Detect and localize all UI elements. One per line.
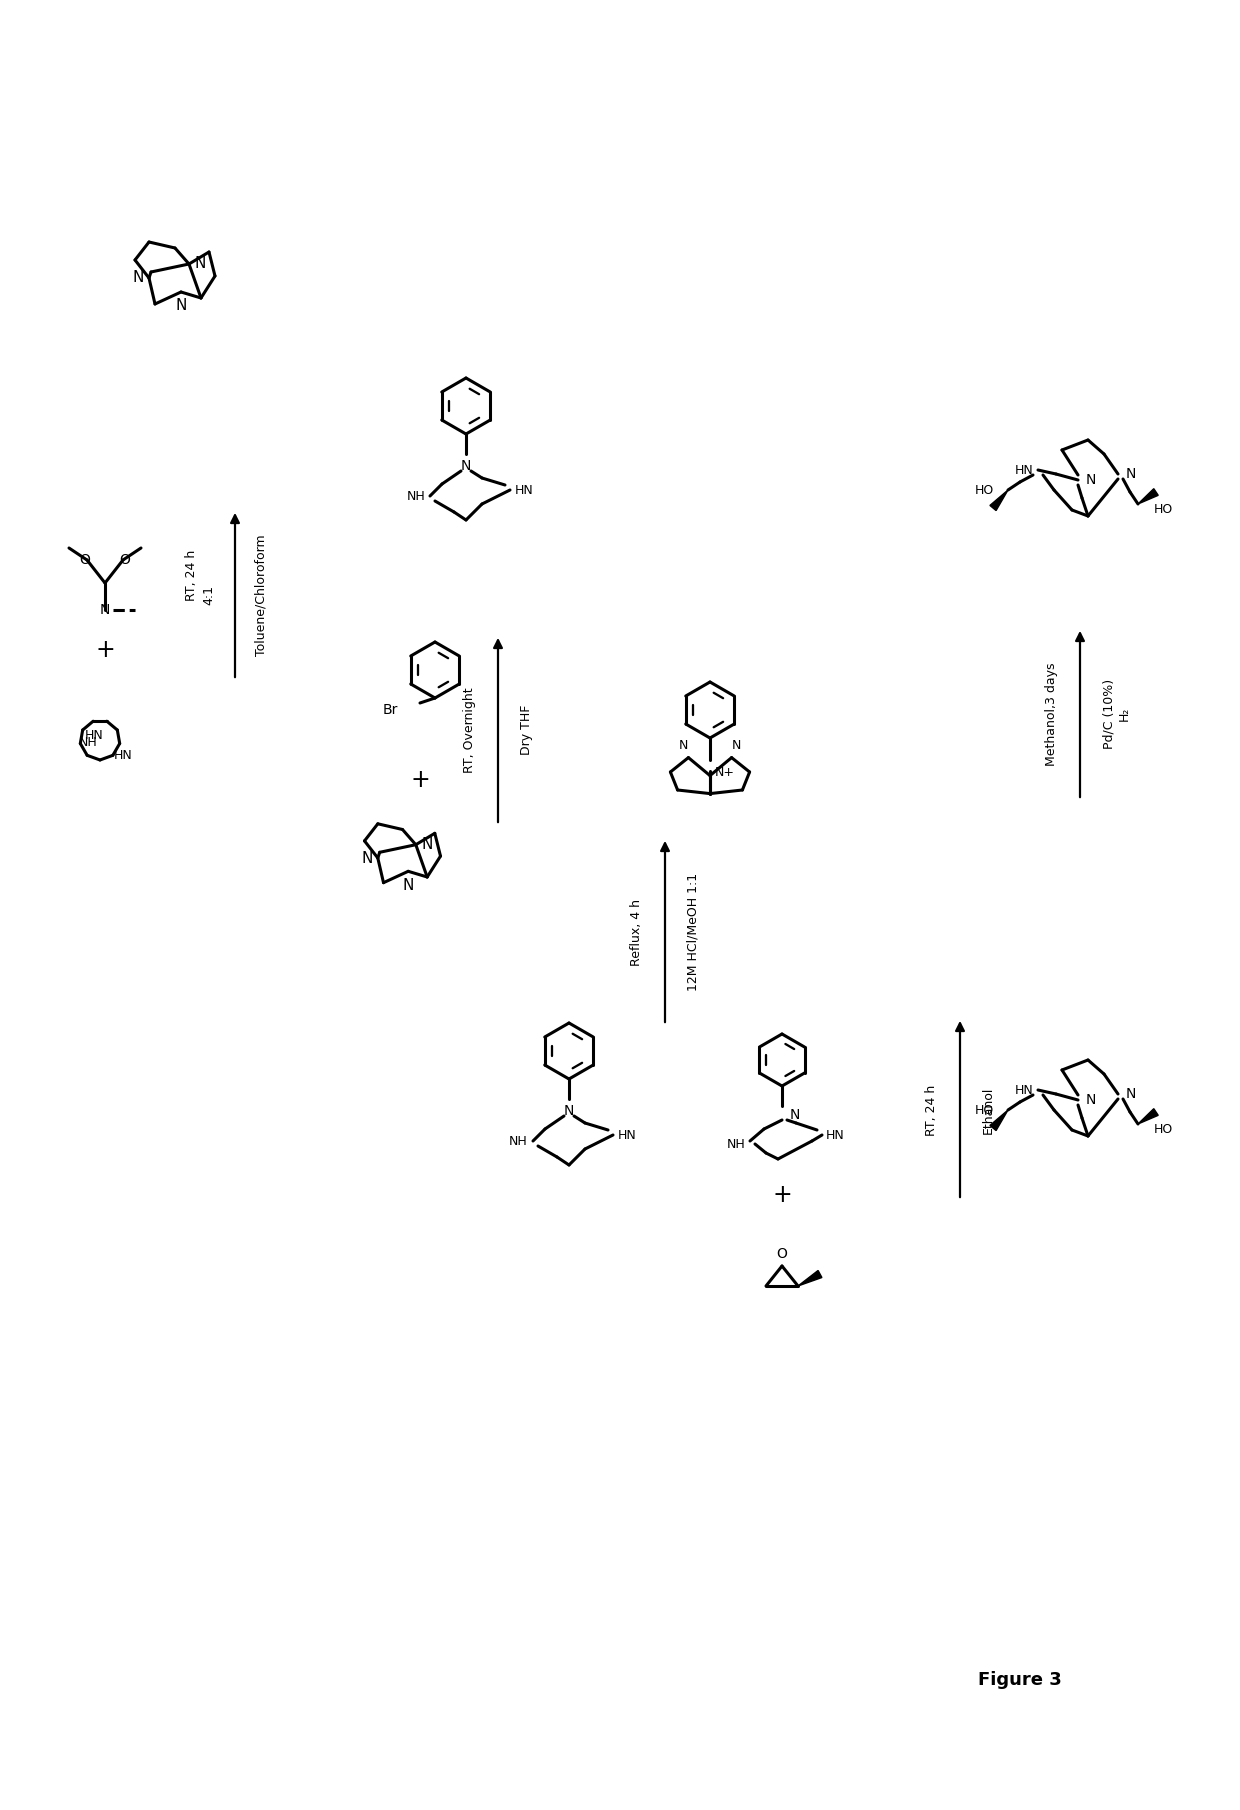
Text: NH: NH bbox=[78, 735, 97, 749]
Text: 12M HCl/MeOH 1:1: 12M HCl/MeOH 1:1 bbox=[687, 872, 701, 992]
Text: NH: NH bbox=[727, 1137, 746, 1151]
Text: N: N bbox=[790, 1108, 800, 1122]
Text: +: + bbox=[95, 637, 115, 662]
Text: O: O bbox=[119, 554, 130, 567]
Text: NH: NH bbox=[510, 1135, 528, 1148]
Text: N: N bbox=[361, 851, 372, 865]
Polygon shape bbox=[990, 491, 1008, 510]
Text: HN: HN bbox=[1014, 463, 1033, 476]
Polygon shape bbox=[1138, 1110, 1158, 1124]
Text: N: N bbox=[1126, 1088, 1136, 1100]
Text: N: N bbox=[1086, 472, 1096, 487]
Text: N+: N+ bbox=[715, 766, 735, 778]
Text: HN: HN bbox=[1014, 1084, 1033, 1097]
Text: N: N bbox=[1086, 1093, 1096, 1108]
Text: Methanol,3 days: Methanol,3 days bbox=[1045, 662, 1058, 766]
Text: +: + bbox=[410, 767, 430, 793]
Text: HN: HN bbox=[114, 749, 133, 762]
Text: HO: HO bbox=[975, 483, 994, 496]
Text: HO: HO bbox=[975, 1104, 994, 1117]
Text: HN: HN bbox=[826, 1128, 844, 1142]
Text: NH: NH bbox=[407, 489, 425, 503]
Text: Pd/C (10%): Pd/C (10%) bbox=[1102, 679, 1115, 749]
Text: N: N bbox=[1126, 467, 1136, 481]
Text: N: N bbox=[461, 460, 471, 472]
Text: O: O bbox=[776, 1247, 787, 1262]
Text: Reflux, 4 h: Reflux, 4 h bbox=[630, 898, 644, 965]
Text: N: N bbox=[422, 838, 433, 853]
Text: RT, Overnight: RT, Overnight bbox=[463, 688, 476, 773]
Text: Ethanol: Ethanol bbox=[982, 1086, 994, 1133]
Text: N: N bbox=[175, 299, 187, 313]
Text: N: N bbox=[99, 603, 110, 617]
Text: H₂: H₂ bbox=[1118, 708, 1131, 720]
Text: O: O bbox=[79, 554, 91, 567]
Polygon shape bbox=[799, 1271, 822, 1285]
Text: HO: HO bbox=[1154, 503, 1173, 516]
Text: N: N bbox=[403, 878, 414, 892]
Text: 4:1: 4:1 bbox=[202, 585, 215, 605]
Text: Br: Br bbox=[383, 702, 398, 717]
Text: N: N bbox=[564, 1104, 574, 1119]
Text: HO: HO bbox=[1154, 1122, 1173, 1135]
Text: HN: HN bbox=[618, 1128, 637, 1142]
Polygon shape bbox=[1138, 489, 1158, 503]
Text: HN: HN bbox=[515, 483, 533, 496]
Text: HN: HN bbox=[84, 728, 103, 742]
Text: N: N bbox=[195, 257, 206, 272]
Text: N: N bbox=[133, 270, 144, 286]
Text: RT, 24 h: RT, 24 h bbox=[185, 550, 198, 601]
Polygon shape bbox=[990, 1110, 1008, 1131]
Text: +: + bbox=[773, 1184, 792, 1207]
Text: N: N bbox=[678, 738, 688, 753]
Text: RT, 24 h: RT, 24 h bbox=[925, 1084, 937, 1135]
Text: Toluene/Chloroform: Toluene/Chloroform bbox=[255, 534, 268, 655]
Text: Figure 3: Figure 3 bbox=[978, 1671, 1061, 1689]
Text: Dry THF: Dry THF bbox=[520, 704, 533, 755]
Text: N: N bbox=[732, 738, 742, 753]
